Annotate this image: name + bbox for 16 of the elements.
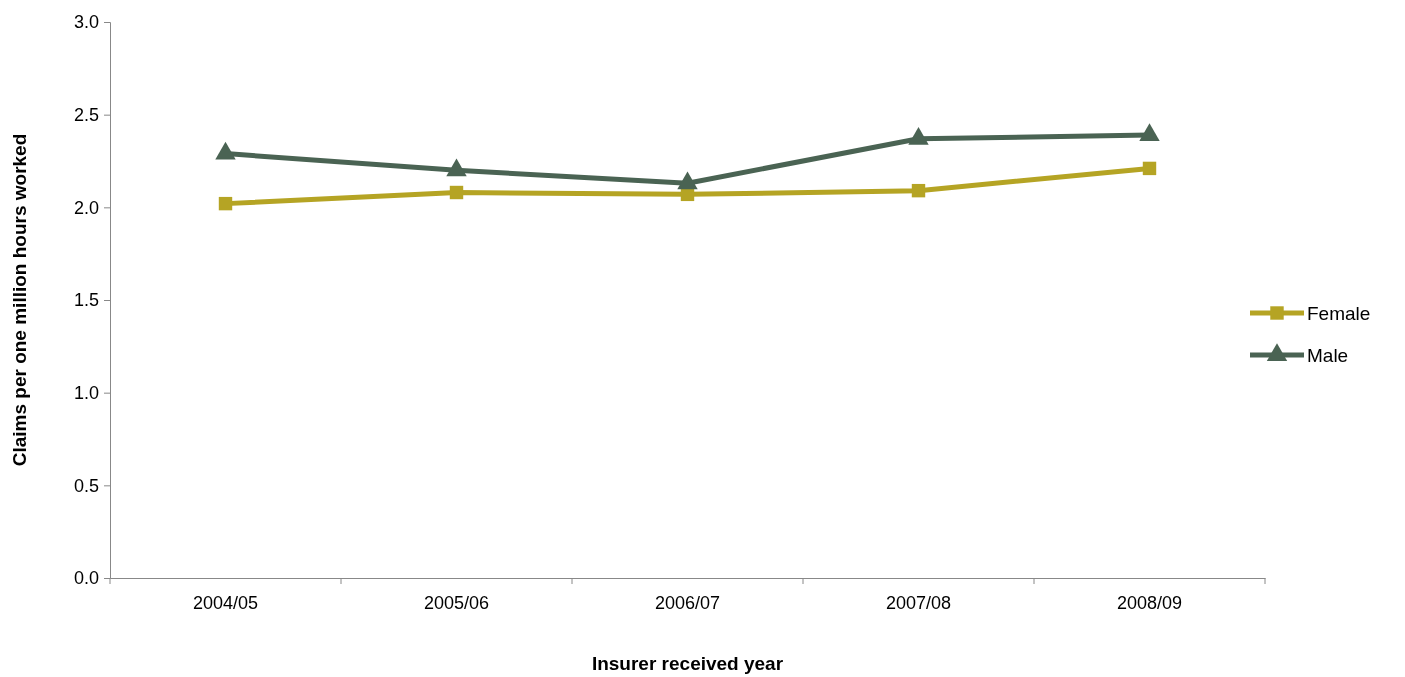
y-tick-label: 3.0: [73, 12, 99, 33]
y-tick-label: 0.0: [73, 568, 99, 589]
x-tick-label: 2007/08: [885, 593, 952, 613]
y-tick-label: 2.0: [73, 197, 99, 218]
x-tick-label: 2005/06: [423, 593, 490, 613]
y-tick-label: 2.5: [73, 104, 99, 125]
y-tick-label: 1.0: [73, 382, 99, 403]
y-tick-label: 0.5: [73, 475, 99, 496]
legend-label: Female: [1307, 303, 1371, 324]
legend-label: Male: [1307, 345, 1349, 366]
x-tick-label: 2004/05: [192, 593, 259, 613]
y-tick-label: 1.5: [73, 290, 99, 311]
x-axis-title: Insurer received year: [591, 653, 784, 674]
x-tick-label: 2008/09: [1116, 593, 1183, 613]
x-tick-label: 2006/07: [654, 593, 721, 613]
y-axis-title: Claims per one million hours worked: [9, 133, 30, 467]
